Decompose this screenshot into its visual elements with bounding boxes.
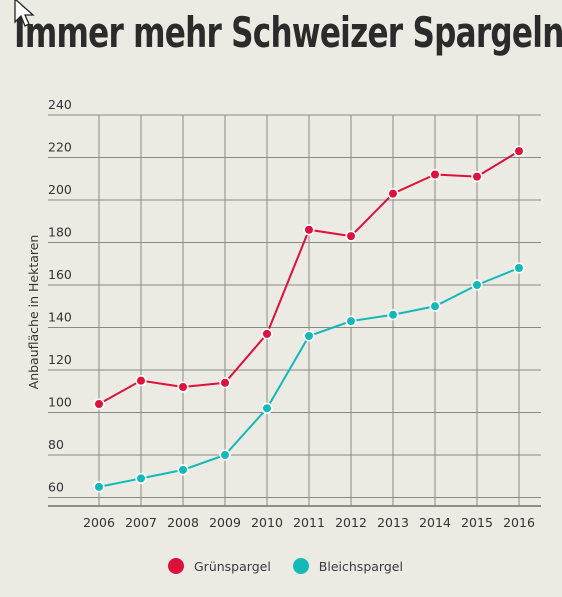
grid-lines bbox=[48, 114, 541, 507]
y-tick-label: 120 bbox=[48, 352, 72, 367]
x-tick-label: 2014 bbox=[419, 515, 451, 530]
data-point bbox=[93, 481, 105, 493]
y-tick-label: 200 bbox=[48, 182, 72, 197]
series-group bbox=[93, 145, 525, 493]
y-tick-label: 140 bbox=[48, 310, 72, 325]
data-point bbox=[429, 300, 441, 312]
x-tick-label: 2008 bbox=[167, 515, 199, 530]
x-tick-label: 2009 bbox=[209, 515, 241, 530]
data-point bbox=[429, 168, 441, 181]
data-point bbox=[177, 464, 189, 476]
mouse-cursor-icon bbox=[14, 0, 35, 27]
legend-item: Bleichspargel bbox=[292, 558, 403, 574]
data-point bbox=[387, 309, 399, 321]
y-axis-label: Anbaufläche in Hektaren bbox=[26, 235, 41, 390]
y-tick-label: 100 bbox=[48, 395, 72, 410]
data-point bbox=[261, 402, 273, 414]
data-point bbox=[135, 472, 147, 484]
data-point bbox=[261, 328, 273, 340]
data-point bbox=[303, 224, 315, 236]
y-tick-label: 80 bbox=[48, 437, 64, 452]
legend-label-gruenspargel: Grünspargel bbox=[194, 558, 271, 574]
data-point bbox=[219, 449, 231, 461]
legend-swatch-bleichspargel bbox=[292, 558, 309, 574]
x-tick-label: 2013 bbox=[377, 515, 409, 530]
data-point bbox=[387, 188, 399, 200]
x-tick-label: 2007 bbox=[125, 515, 157, 530]
legend: Grünspargel Bleichspargel bbox=[168, 558, 425, 574]
x-tick-label: 2006 bbox=[83, 515, 115, 530]
y-tick-label: 160 bbox=[48, 267, 72, 282]
y-tick-label: 240 bbox=[48, 97, 72, 112]
legend-item: Grünspargel bbox=[168, 558, 271, 574]
x-tick-label: 2011 bbox=[293, 515, 325, 530]
data-point bbox=[513, 145, 525, 157]
data-point bbox=[513, 262, 525, 274]
chart-title: Immer mehr Schweizer Spargeln bbox=[14, 8, 562, 57]
data-point bbox=[303, 330, 315, 342]
x-tick-label: 2016 bbox=[503, 515, 535, 530]
y-tick-label: 60 bbox=[48, 480, 64, 495]
data-point bbox=[471, 171, 483, 183]
x-tick-label: 2010 bbox=[251, 515, 283, 530]
data-point bbox=[93, 398, 105, 410]
x-tick-labels: 2006 2007 2008 2009 2010 2011 2012 2013 2014 2015… bbox=[83, 515, 535, 530]
y-tick-label: 220 bbox=[48, 140, 72, 155]
data-point bbox=[135, 375, 147, 387]
x-tick-label: 2012 bbox=[335, 515, 367, 530]
y-tick-labels: 60 80 100 120 140 160 180 200 220 240 bbox=[48, 97, 72, 495]
data-point bbox=[345, 315, 357, 327]
data-point bbox=[177, 381, 189, 393]
data-point bbox=[345, 230, 357, 242]
x-tick-label: 2015 bbox=[461, 515, 493, 530]
data-point bbox=[471, 279, 483, 291]
legend-label-bleichspargel: Bleichspargel bbox=[318, 558, 403, 574]
legend-swatch-gruenspargel bbox=[168, 558, 184, 574]
data-point bbox=[219, 377, 231, 389]
y-tick-label: 180 bbox=[48, 225, 72, 240]
